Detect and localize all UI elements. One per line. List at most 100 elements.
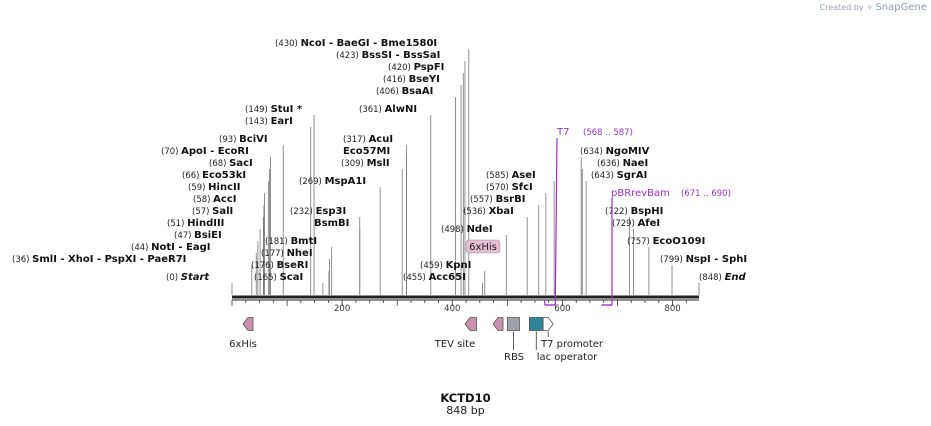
enzyme-label: (848) End bbox=[699, 272, 747, 283]
enzyme-position: (58) bbox=[193, 195, 213, 205]
enzyme-label: (176) BseRI bbox=[251, 260, 308, 271]
enzyme-name: HincII bbox=[208, 182, 240, 193]
enzyme-position: (416) bbox=[383, 75, 409, 85]
enzyme-label: (722) BspHI bbox=[605, 206, 663, 217]
enzyme-label: (757) EcoO109I bbox=[627, 236, 705, 247]
enzyme-label: (643) SgrAI bbox=[591, 170, 647, 181]
enzyme-name: BsiEI bbox=[194, 230, 222, 241]
enzyme-name: End bbox=[725, 272, 747, 283]
enzyme-name: NaeI bbox=[623, 158, 649, 169]
enzyme-name: HindIII bbox=[187, 218, 224, 229]
feature-box bbox=[528, 317, 544, 331]
enzyme-label: (536) XbaI bbox=[463, 206, 514, 217]
enzyme-name: NspI bbox=[686, 254, 715, 265]
enzyme-name: - EcoRI bbox=[210, 146, 249, 157]
enzyme-name: - SphI bbox=[714, 254, 747, 265]
enzyme-name: EcoO109I bbox=[653, 236, 706, 247]
enzyme-name: BspHI bbox=[631, 206, 664, 217]
enzyme-label: (455) Acc65I bbox=[403, 272, 466, 283]
enzyme-position: (317) bbox=[343, 135, 369, 145]
enzyme-name: NheI bbox=[287, 248, 313, 259]
enzyme-label: (729) AfeI bbox=[612, 218, 660, 229]
enzyme-label: (57) SalI bbox=[192, 206, 233, 217]
primer-label: T7 bbox=[556, 127, 569, 138]
enzyme-position: (70) bbox=[161, 147, 181, 157]
enzyme-position: (66) bbox=[182, 171, 202, 181]
enzyme-name: BsaAI bbox=[402, 86, 434, 97]
enzyme-name: - PaeR7I bbox=[140, 254, 187, 265]
enzyme-position: (0) bbox=[166, 273, 181, 283]
enzyme-name: - XhoI bbox=[60, 254, 97, 265]
enzyme-label: (68) SacI bbox=[209, 158, 253, 169]
feature-arrow bbox=[464, 317, 477, 331]
enzyme-label: (406) BsaAI bbox=[376, 86, 433, 97]
enzyme-label: (570) SfcI bbox=[486, 182, 533, 193]
enzyme-label: (149) StuI * bbox=[245, 104, 303, 115]
enzyme-name: AcuI bbox=[369, 134, 394, 145]
enzyme-name: Acc65I bbox=[429, 272, 466, 283]
enzyme-label: Eco57MI bbox=[343, 146, 390, 157]
enzyme-name: Eco53kI bbox=[202, 170, 246, 181]
enzyme-position: (536) bbox=[463, 207, 489, 217]
sequence-name: KCTD10 bbox=[440, 391, 491, 405]
enzyme-label: (799) NspI - SphI bbox=[660, 254, 747, 265]
sequence-length: 848 bp bbox=[446, 404, 485, 417]
enzyme-position: (420) bbox=[388, 63, 414, 73]
enzyme-name: - BaeGI bbox=[329, 38, 373, 49]
enzyme-name: BseYI bbox=[409, 74, 440, 85]
enzyme-name: - PspXI bbox=[97, 254, 140, 265]
enzyme-name: StuI * bbox=[271, 104, 303, 115]
enzyme-position: (585) bbox=[486, 171, 512, 181]
primer-label: pBRrevBam bbox=[611, 188, 670, 199]
enzyme-name: NotI bbox=[151, 242, 178, 253]
enzyme-label: (498) NdeI bbox=[441, 224, 493, 235]
enzyme-label: (309) MslI bbox=[341, 158, 390, 169]
enzyme-name: PspFI bbox=[414, 62, 445, 73]
enzyme-label: BsmBI bbox=[314, 218, 349, 229]
enzyme-label: (269) MspA1I bbox=[299, 176, 366, 187]
feature-box bbox=[506, 317, 520, 331]
enzyme-label: (181) BmtI bbox=[265, 236, 317, 247]
enzyme-position: (165) bbox=[254, 273, 280, 283]
enzyme-name: XbaI bbox=[489, 206, 514, 217]
feature-label: lac operator bbox=[537, 352, 598, 363]
enzyme-label: (317) AcuI bbox=[343, 134, 393, 145]
watermark-created-by: Created by bbox=[819, 3, 864, 12]
feature-label: TEV site bbox=[434, 339, 476, 350]
enzyme-name: NcoI bbox=[301, 38, 329, 49]
enzyme-label: (165) ScaI bbox=[254, 272, 303, 283]
enzyme-name: Esp3I bbox=[316, 206, 347, 217]
enzyme-position: (729) bbox=[612, 219, 638, 229]
enzyme-position: (643) bbox=[591, 171, 617, 181]
enzyme-position: (149) bbox=[245, 105, 271, 115]
enzyme-name: - BssSaI bbox=[396, 50, 441, 61]
primer-range: (568 .. 587) bbox=[583, 128, 633, 138]
enzyme-position: (570) bbox=[486, 183, 512, 193]
enzyme-position: (455) bbox=[403, 273, 429, 283]
enzyme-position: (232) bbox=[290, 207, 316, 217]
enzyme-name: AseI bbox=[512, 170, 536, 181]
enzyme-position: (181) bbox=[265, 237, 291, 247]
enzyme-label: (416) BseYI bbox=[383, 74, 440, 85]
enzyme-name: MslI bbox=[367, 158, 390, 169]
enzyme-position: (722) bbox=[605, 207, 631, 217]
enzyme-name: BssSI bbox=[362, 50, 396, 61]
enzyme-label: (634) NgoMIV bbox=[580, 146, 650, 157]
feature-label: T7 promoter bbox=[540, 339, 604, 350]
enzyme-label: (232) Esp3I bbox=[290, 206, 346, 217]
enzyme-label: (423) BssSI - BssSaI bbox=[336, 50, 440, 61]
enzyme-name: ApoI bbox=[181, 146, 210, 157]
enzyme-name: BsmBI bbox=[314, 218, 349, 229]
axis-tick-label: 600 bbox=[554, 304, 570, 314]
enzyme-label: (177) NheI bbox=[261, 248, 313, 259]
feature-arrow bbox=[492, 317, 504, 331]
enzyme-name: SmlI bbox=[32, 254, 60, 265]
enzyme-position: (848) bbox=[699, 273, 725, 283]
enzyme-label: (93) BciVI bbox=[219, 134, 268, 145]
enzyme-name: AlwNI bbox=[385, 104, 418, 115]
enzyme-position: (557) bbox=[470, 195, 496, 205]
enzyme-label: (459) KpnI bbox=[420, 260, 471, 271]
enzyme-name: NdeI bbox=[467, 224, 493, 235]
enzyme-position: (177) bbox=[261, 249, 287, 259]
enzyme-name: BseRI bbox=[277, 260, 309, 271]
